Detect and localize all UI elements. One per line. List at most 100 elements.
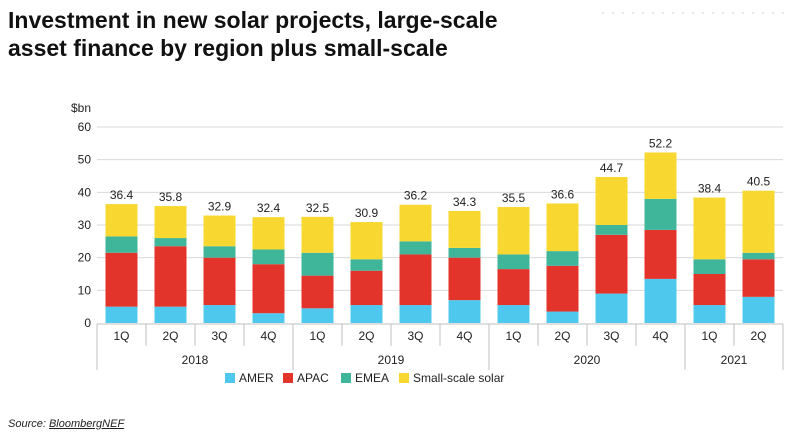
- bar-segment-small-scale-solar: [350, 222, 383, 260]
- data-label-total: 52.2: [649, 136, 673, 150]
- bar-segment-amer: [154, 306, 187, 323]
- bar-segment-amer: [399, 305, 432, 323]
- bar-segment-apac: [350, 270, 383, 306]
- x-tick-label: 1Q: [309, 329, 325, 343]
- x-tick-label: 1Q: [505, 329, 521, 343]
- x-tick-label: 3Q: [211, 329, 227, 343]
- y-tick-label: 10: [78, 283, 92, 297]
- bar-segment-small-scale-solar: [595, 176, 628, 225]
- bar-segment-emea: [742, 252, 775, 260]
- source-note: Source: BloombergNEF: [8, 418, 124, 430]
- data-label-total: 35.8: [159, 190, 183, 204]
- bar-segment-small-scale-solar: [497, 207, 530, 255]
- y-tick-label: 0: [84, 316, 91, 330]
- data-label-total: 35.5: [502, 191, 526, 205]
- data-label-total: 38.4: [698, 182, 722, 196]
- x-tick-label: 2Q: [554, 329, 570, 343]
- bar-segment-amer: [497, 305, 530, 323]
- y-tick-label: 60: [78, 120, 92, 134]
- y-axis-label: $bn: [71, 101, 91, 115]
- y-tick-label: 20: [78, 251, 92, 265]
- bar-segment-apac: [595, 234, 628, 294]
- bar-segment-small-scale-solar: [252, 217, 285, 250]
- chart-title-line-1: Investment in new solar projects, large-…: [8, 7, 498, 33]
- bar-segment-apac: [497, 269, 530, 306]
- legend-swatch-amer: [225, 373, 235, 383]
- bar-segment-emea: [252, 249, 285, 265]
- legend-swatch-small-scale-solar: [399, 373, 409, 383]
- x-tick-label: 3Q: [603, 329, 619, 343]
- bar-segment-emea: [644, 198, 677, 230]
- x-tick-label: 1Q: [701, 329, 717, 343]
- data-label-total: 32.4: [257, 201, 281, 215]
- x-tick-label: 1Q: [113, 329, 129, 343]
- bar-segment-apac: [742, 259, 775, 297]
- bar-segment-apac: [105, 252, 138, 307]
- legend-label: APAC: [297, 371, 329, 385]
- bar-segment-small-scale-solar: [742, 190, 775, 253]
- bar-segment-apac: [693, 274, 726, 306]
- bar-segment-apac: [546, 265, 579, 312]
- bar-segment-small-scale-solar: [203, 215, 236, 247]
- year-label: 2019: [378, 353, 405, 367]
- bar-segment-amer: [693, 305, 726, 323]
- bar-segment-apac: [448, 257, 481, 301]
- legend-label: AMER: [239, 371, 274, 385]
- bar-segment-apac: [154, 246, 187, 307]
- y-tick-label: 30: [78, 218, 92, 232]
- bar-segment-small-scale-solar: [301, 216, 334, 253]
- y-tick-label: 50: [78, 153, 92, 167]
- bar-segment-apac: [252, 264, 285, 314]
- bar-segment-emea: [448, 247, 481, 258]
- legend-label: Small-scale solar: [413, 371, 504, 385]
- source-prefix: Source:: [8, 418, 49, 430]
- bar-segment-amer: [644, 278, 677, 323]
- decorative-dot-pattern: [598, 8, 788, 22]
- bar-segment-apac: [301, 275, 334, 309]
- bar-segment-emea: [546, 251, 579, 266]
- data-label-total: 36.2: [404, 189, 428, 203]
- chart-title: Investment in new solar projects, large-…: [8, 6, 568, 62]
- bar-segment-apac: [203, 257, 236, 306]
- bar-segment-small-scale-solar: [105, 204, 138, 237]
- bar-segment-amer: [301, 308, 334, 323]
- bar-segment-small-scale-solar: [399, 204, 432, 242]
- bar-segment-small-scale-solar: [448, 210, 481, 248]
- bar-segment-amer: [742, 296, 775, 323]
- bar-segment-emea: [399, 241, 432, 255]
- bar-segment-amer: [546, 311, 579, 323]
- bar-segment-emea: [203, 246, 236, 258]
- x-tick-label: 2Q: [750, 329, 766, 343]
- bar-segment-amer: [350, 305, 383, 323]
- chart-title-line-2: asset finance by region plus small-scale: [8, 35, 448, 61]
- year-label: 2018: [182, 353, 209, 367]
- bar-segment-apac: [399, 254, 432, 306]
- bar-segment-emea: [301, 252, 334, 276]
- data-label-total: 32.9: [208, 200, 232, 214]
- bar-segment-amer: [595, 293, 628, 323]
- x-tick-label: 4Q: [260, 329, 276, 343]
- bar-segment-amer: [203, 305, 236, 323]
- legend-swatch-emea: [341, 373, 351, 383]
- legend-label: EMEA: [355, 371, 389, 385]
- data-label-total: 36.4: [110, 188, 134, 202]
- x-tick-label: 4Q: [652, 329, 668, 343]
- year-label: 2021: [721, 353, 748, 367]
- bar-segment-emea: [497, 254, 530, 270]
- bar-segment-small-scale-solar: [693, 197, 726, 260]
- year-label: 2020: [574, 353, 601, 367]
- bar-segment-amer: [105, 306, 138, 323]
- source-name[interactable]: BloombergNEF: [48, 418, 125, 430]
- data-label-total: 34.3: [453, 195, 477, 209]
- x-tick-label: 4Q: [456, 329, 472, 343]
- bar-segment-emea: [595, 225, 628, 235]
- bar-segment-emea: [154, 238, 187, 247]
- legend-swatch-apac: [283, 373, 293, 383]
- x-tick-label: 2Q: [358, 329, 374, 343]
- bar-segment-apac: [644, 229, 677, 279]
- bar-segment-emea: [350, 259, 383, 271]
- bar-segment-small-scale-solar: [644, 152, 677, 199]
- bar-segment-small-scale-solar: [154, 206, 187, 239]
